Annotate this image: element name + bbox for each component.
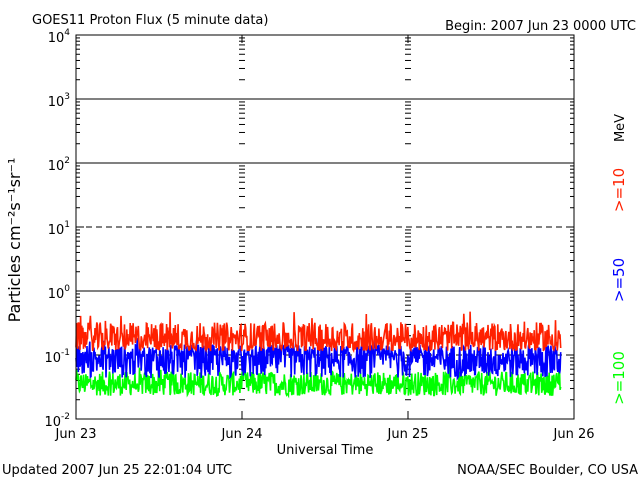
x-tick-labels: Jun 23 Jun 24 Jun 25 Jun 26 (55, 427, 595, 442)
y-tick-base: 10 (48, 159, 65, 174)
y-tick-exponent: -2 (61, 412, 70, 422)
x-tick-label: Jun 25 (387, 427, 429, 442)
y-tick-exponent: 0 (64, 284, 70, 294)
y-tick-base: 10 (48, 223, 65, 238)
legend-label: >=10 (610, 168, 628, 212)
y-tick-label: 103 (48, 92, 70, 110)
x-tick-label: Jun 26 (553, 427, 595, 442)
series-layer (75, 311, 562, 399)
legend-label: >=50 (610, 258, 628, 302)
y-tick-exponent: 4 (64, 28, 70, 38)
x-tick-label: Jun 23 (55, 427, 97, 442)
y-tick-label: 101 (48, 220, 70, 238)
chart-title: GOES11 Proton Flux (5 minute data) (32, 13, 268, 28)
series-line-10 (75, 311, 562, 354)
y-tick-base: 10 (48, 95, 65, 110)
updated-label: Updated 2007 Jun 25 22:01:04 UTC (2, 463, 232, 478)
y-tick-label: 10-2 (44, 412, 70, 430)
y-tick-base: 10 (44, 351, 61, 366)
y-tick-label: 104 (48, 28, 71, 46)
y-tick-exponent: 2 (64, 156, 70, 166)
y-tick-label: 100 (48, 284, 71, 302)
legend: MeV >=10 >=50 >=100 (610, 114, 628, 405)
y-tick-label: 102 (48, 156, 70, 174)
begin-label: Begin: 2007 Jun 23 0000 UTC (445, 19, 636, 34)
y-tick-exponent: 1 (64, 220, 70, 230)
plot-frame (75, 34, 575, 420)
legend-label: >=100 (610, 351, 628, 405)
credit-label: NOAA/SEC Boulder, CO USA (457, 463, 638, 478)
x-axis-label: Universal Time (277, 443, 374, 458)
y-tick-exponent: -1 (61, 348, 70, 358)
y-tick-exponent: 3 (64, 92, 70, 102)
y-tick-label: 10-1 (44, 348, 70, 366)
y-tick-base: 10 (44, 415, 61, 430)
y-tick-base: 10 (48, 287, 65, 302)
y-axis-label: Particles cm⁻²s⁻¹sr⁻¹ (5, 158, 24, 323)
x-tick-label: Jun 24 (221, 427, 263, 442)
units-label: MeV (613, 114, 628, 142)
y-tick-base: 10 (48, 31, 65, 46)
series-line-100 (75, 363, 562, 399)
